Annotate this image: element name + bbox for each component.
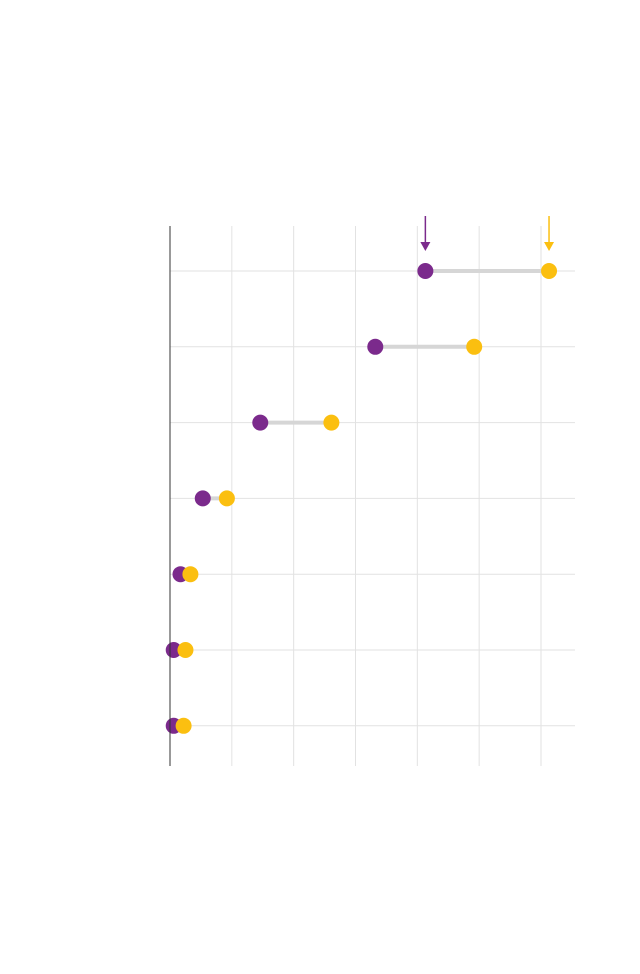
marker-arrow-head — [420, 242, 431, 251]
grid — [170, 226, 575, 766]
yellow-data-point — [182, 566, 199, 583]
yellow-data-point — [323, 414, 340, 431]
purple-data-point — [252, 414, 269, 431]
purple-data-point — [194, 490, 211, 507]
purple-data-point — [417, 263, 434, 279]
series-markers — [420, 216, 555, 251]
purple-data-point — [367, 338, 384, 355]
yellow-data-point — [177, 642, 194, 658]
yellow-data-point — [466, 338, 483, 355]
data-points — [165, 263, 558, 734]
marker-arrow-head — [544, 242, 555, 251]
yellow-data-point — [175, 717, 192, 734]
yellow-data-point — [218, 490, 235, 507]
yellow-data-point — [541, 263, 558, 279]
